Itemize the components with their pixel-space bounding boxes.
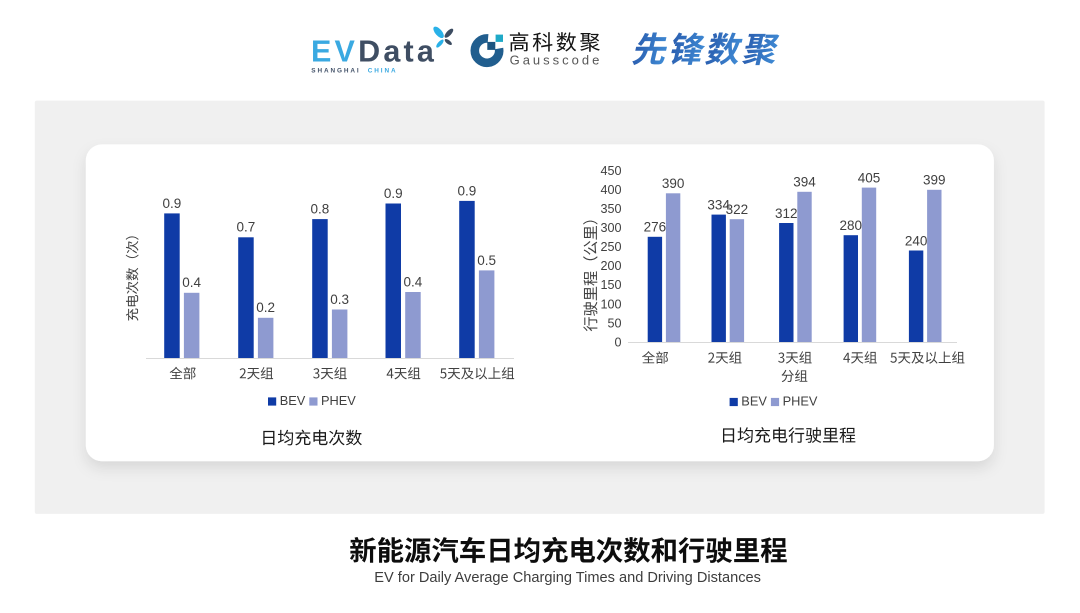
svg-text:PHEV: PHEV	[783, 393, 818, 408]
svg-text:100: 100	[600, 297, 621, 311]
svg-text:334: 334	[707, 197, 730, 212]
svg-text:405: 405	[858, 170, 881, 185]
svg-text:0.4: 0.4	[182, 275, 201, 290]
svg-text:BEV: BEV	[280, 393, 306, 408]
svg-text:PHEV: PHEV	[321, 393, 356, 408]
svg-text:350: 350	[600, 202, 621, 216]
svg-text:SHANGHAI CHINA: SHANGHAI CHINA	[311, 68, 397, 75]
svg-text:394: 394	[793, 175, 816, 190]
svg-text:0.2: 0.2	[256, 300, 275, 315]
svg-text:0.5: 0.5	[477, 253, 496, 268]
svg-text:0.8: 0.8	[311, 202, 330, 217]
svg-text:300: 300	[600, 221, 621, 235]
svg-text:312: 312	[775, 206, 798, 221]
svg-text:Gausscode: Gausscode	[510, 53, 603, 68]
svg-text:0: 0	[614, 335, 621, 349]
svg-text:200: 200	[600, 259, 621, 273]
svg-text:0.7: 0.7	[237, 220, 256, 235]
svg-text:450: 450	[600, 164, 621, 178]
svg-text:0.9: 0.9	[384, 186, 403, 201]
svg-text:0.9: 0.9	[163, 196, 182, 211]
svg-text:150: 150	[600, 278, 621, 292]
svg-text:0.3: 0.3	[330, 292, 349, 307]
svg-text:240: 240	[905, 233, 928, 248]
svg-text:BEV: BEV	[741, 393, 767, 408]
svg-text:50: 50	[607, 316, 621, 330]
svg-text:390: 390	[662, 176, 685, 191]
svg-text:280: 280	[840, 218, 863, 233]
svg-text:276: 276	[644, 220, 667, 235]
svg-text:EV for Daily Average Charging: EV for Daily Average Charging Times and …	[374, 570, 761, 586]
svg-text:400: 400	[600, 183, 621, 197]
svg-text:399: 399	[923, 173, 946, 188]
svg-text:0.4: 0.4	[404, 274, 423, 289]
svg-text:EVData: EVData	[311, 35, 437, 69]
svg-text:250: 250	[600, 240, 621, 254]
svg-text:322: 322	[726, 202, 749, 217]
svg-text:0.9: 0.9	[458, 183, 477, 198]
